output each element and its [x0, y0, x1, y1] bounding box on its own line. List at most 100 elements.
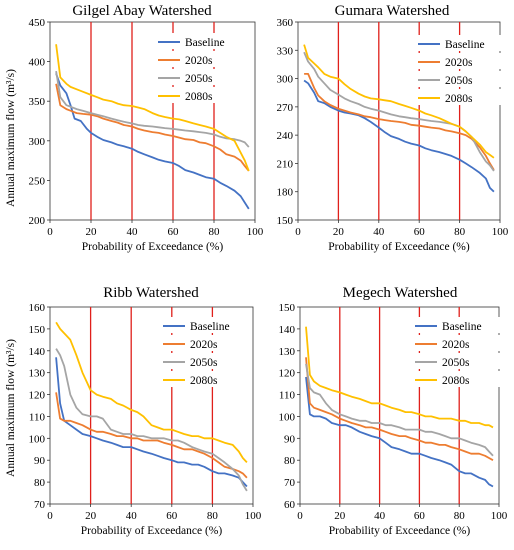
y-tick-label: 180: [277, 187, 294, 199]
x-tick-label: 20: [333, 226, 345, 238]
legend-background: [159, 371, 251, 387]
legend-entry: 2020s: [185, 55, 213, 67]
legend: Baseline 2020s 2050s 2080s: [159, 317, 251, 387]
series-line-2050s: [303, 51, 495, 172]
x-axis-label: Probability of Exceedance (%): [328, 241, 470, 253]
legend-background: [414, 53, 506, 69]
legend-entry: 2080s: [442, 375, 470, 387]
series-line-2050s: [55, 348, 248, 492]
y-tick-label: 90: [34, 455, 46, 467]
legend-background: [411, 335, 503, 351]
y-tick-label: 80: [284, 455, 296, 467]
legend-background: [154, 87, 246, 103]
legend-entry: 2050s: [185, 73, 213, 85]
chart-title: Megech Watershed: [343, 285, 458, 301]
legend-background: [154, 69, 246, 85]
x-tick-label: 40: [127, 226, 139, 238]
series-line-2020s: [55, 83, 250, 172]
legend-background: [154, 51, 246, 67]
y-tick-label: 360: [277, 17, 294, 29]
y-tick-label: 90: [284, 433, 296, 445]
series-line-baseline: [305, 376, 494, 488]
x-tick-label: 0: [47, 226, 53, 238]
y-tick-label: 300: [29, 136, 46, 148]
chart-panel-1: Gilgel Abay Watershed 200 250 300 350 400 450 0…: [29, 3, 264, 253]
x-tick-label: 20: [86, 226, 98, 238]
legend-background: [154, 33, 246, 49]
series-line-2020s: [55, 392, 248, 479]
legend: Baseline 2020s 2050s 2080s: [154, 33, 246, 103]
legend-background: [414, 71, 506, 87]
y-tick-label: 150: [279, 302, 296, 314]
legend-entry: 2020s: [442, 339, 470, 351]
legend-entry: 2080s: [185, 91, 213, 103]
legend-entry: Baseline: [190, 321, 230, 333]
y-tick-label: 100: [29, 433, 46, 445]
chart-title: Ribb Watershed: [103, 285, 199, 301]
x-tick-label: 0: [47, 510, 53, 522]
series-line-2050s: [55, 70, 250, 148]
y-tick-label: 120: [29, 390, 46, 402]
legend-background: [159, 317, 251, 333]
x-axis-label: Probability of Exceedance (%): [329, 525, 471, 537]
x-tick-label: 40: [126, 510, 138, 522]
series-line-2080s: [55, 321, 248, 464]
legend: Baseline 2020s 2050s 2080s: [411, 317, 503, 387]
chart-title: Gilgel Abay Watershed: [72, 3, 212, 19]
legend-entry: 2080s: [190, 375, 218, 387]
plot-frame: [49, 306, 254, 505]
y-tick-label: 200: [29, 215, 46, 227]
y-tick-label: 60: [284, 499, 296, 511]
legend-background: [159, 335, 251, 351]
y-tick-label: 150: [29, 324, 46, 336]
chart-title: Gumara Watershed: [335, 3, 450, 19]
y-tick-label: 240: [277, 130, 294, 142]
x-tick-label: 20: [334, 510, 346, 522]
chart-panel-3: Ribb Watershed 70 80 90 100 110 120 130 140 150 16…: [29, 285, 262, 537]
series-line-2080s: [303, 44, 495, 159]
chart-panels: Gilgel Abay Watershed2002503003504004500…: [29, 3, 509, 537]
y-tick-label: 110: [279, 390, 296, 402]
chart-panel-4: Megech Watershed 60 70 80 90 100 110 120 130 140 1…: [279, 285, 508, 537]
legend-background: [414, 89, 506, 105]
series-line-2080s: [55, 44, 250, 172]
y-tick-label: 70: [34, 499, 46, 511]
shared-y-axis-label-top: Annual maximum flow (m³/s): [5, 69, 17, 207]
series-line-baseline: [55, 73, 250, 210]
y-tick-label: 300: [277, 74, 294, 86]
y-tick-label: 120: [279, 368, 296, 380]
x-tick-label: 80: [207, 510, 219, 522]
x-axis-label: Probability of Exceedance (%): [81, 525, 223, 537]
legend-entry: 2050s: [442, 357, 470, 369]
legend-background: [414, 35, 506, 51]
y-tick-label: 400: [29, 57, 46, 69]
x-tick-label: 60: [414, 510, 426, 522]
y-tick-label: 350: [29, 96, 46, 108]
y-tick-label: 110: [29, 411, 46, 423]
legend-entry: 2020s: [190, 339, 218, 351]
y-tick-label: 100: [279, 411, 296, 423]
x-tick-label: 100: [491, 510, 508, 522]
plot-frame: [49, 21, 256, 221]
x-tick-label: 60: [166, 510, 178, 522]
series-line-baseline: [303, 79, 495, 193]
legend-background: [411, 317, 503, 333]
y-tick-label: 270: [277, 102, 294, 114]
x-tick-label: 40: [374, 510, 386, 522]
series-line-2020s: [305, 357, 494, 461]
y-tick-label: 130: [279, 346, 296, 358]
x-tick-label: 60: [168, 226, 180, 238]
y-tick-label: 150: [277, 215, 294, 227]
y-tick-label: 140: [29, 346, 46, 358]
legend-entry: Baseline: [445, 39, 485, 51]
x-tick-label: 80: [209, 226, 221, 238]
legend-background: [159, 353, 251, 369]
chart-panel-2: Gumara Watershed 150 180 210 240 270 300 330 360…: [277, 3, 509, 253]
shared-y-axis-label-bottom: Annual maximum flow (m³/s): [5, 339, 17, 477]
legend-background: [411, 371, 503, 387]
legend-entry: 2050s: [190, 357, 218, 369]
series-line-2050s: [305, 363, 494, 457]
y-tick-label: 210: [277, 158, 294, 170]
legend-entry: 2080s: [445, 93, 473, 105]
y-tick-label: 450: [29, 17, 46, 29]
